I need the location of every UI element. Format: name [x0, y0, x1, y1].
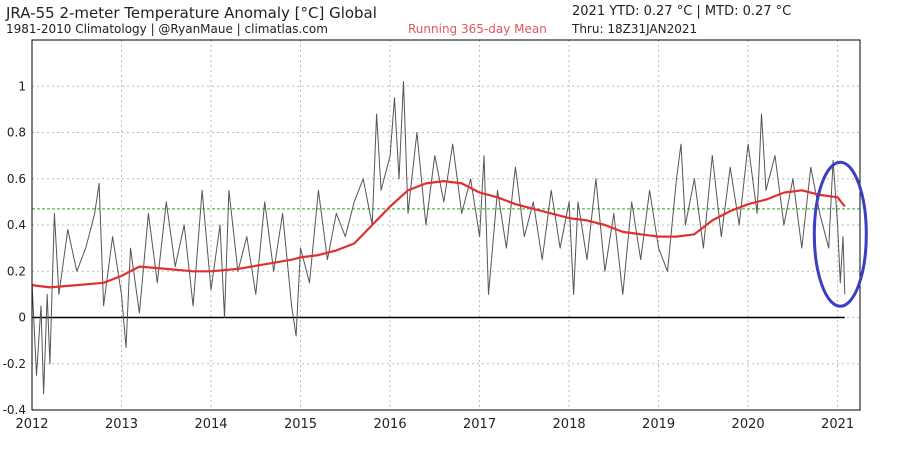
x-tick-label: 2020 [732, 417, 765, 432]
grid [32, 40, 860, 411]
x-tick-label: 2021 [821, 417, 854, 432]
y-tick-label: 0.6 [7, 172, 26, 186]
axis-ticks: -0.4 -0.2 0 0.2 0.4 0.6 0.8 1 2012 2013 2014 2015 20… [3, 79, 855, 432]
y-tick-label: 0.4 [7, 218, 26, 232]
x-tick-label: 2012 [15, 417, 48, 432]
x-tick-label: 2013 [105, 417, 138, 432]
series-group [31, 81, 846, 395]
y-tick-label: -0.4 [3, 403, 26, 417]
legend-running-mean: Running 365-day Mean [408, 22, 547, 36]
chart-title: JRA-55 2-meter Temperature Anomaly [°C] … [6, 4, 377, 22]
x-tick-label: 2018 [553, 417, 586, 432]
y-tick-label: 0.2 [7, 264, 26, 278]
daily-anomaly-line [31, 81, 846, 395]
x-tick-label: 2015 [284, 417, 317, 432]
x-tick-label: 2014 [194, 417, 227, 432]
x-tick-label: 2017 [463, 417, 496, 432]
plot-frame [31, 39, 861, 411]
x-tick-label: 2016 [374, 417, 407, 432]
highlight-ellipse [812, 160, 868, 308]
reference-lines [32, 208, 860, 319]
x-tick-label: 2019 [642, 417, 675, 432]
running-mean-line [31, 180, 846, 289]
y-tick-label: 1 [18, 79, 26, 93]
y-tick-label: 0.8 [7, 126, 26, 140]
ytd-mtd-readout: 2021 YTD: 0.27 °C | MTD: 0.27 °C [572, 4, 792, 19]
y-tick-label: -0.2 [3, 357, 26, 371]
y-tick-label: 0 [18, 311, 26, 325]
chart-subtitle: 1981-2010 Climatology | @RyanMaue | clim… [6, 22, 328, 36]
thru-date: Thru: 18Z31JAN2021 [572, 22, 698, 36]
